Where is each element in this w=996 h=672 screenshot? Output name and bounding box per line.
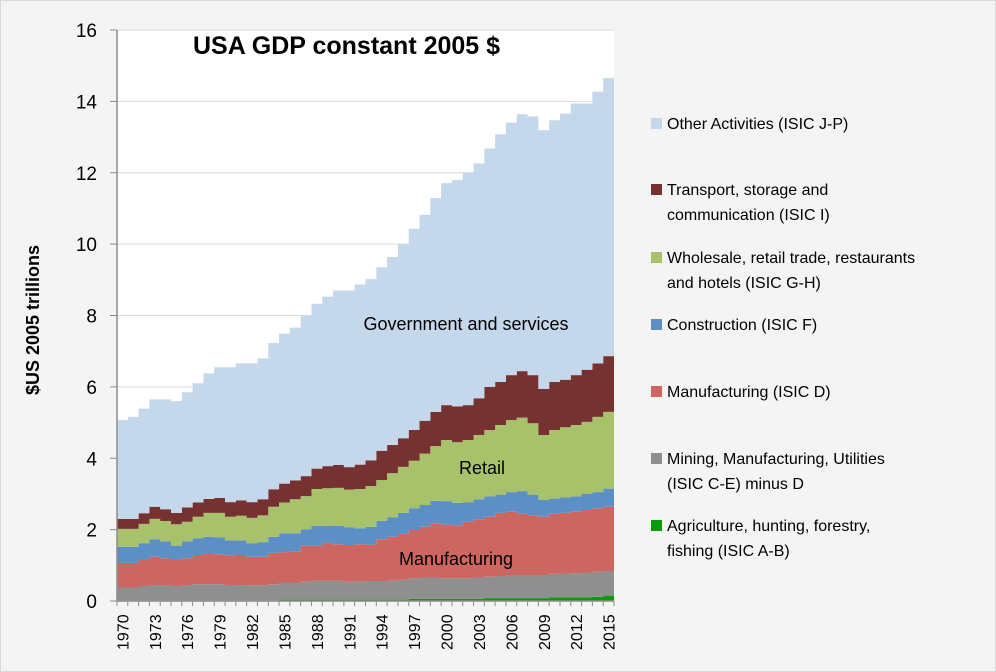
legend-label-line: Transport, storage and — [667, 182, 828, 199]
x-tick-label: 1970 — [115, 614, 132, 650]
legend-label-line: and hotels (ISIC G-H) — [667, 275, 821, 292]
x-tick-label: 2009 — [537, 614, 554, 650]
axes — [110, 29, 615, 606]
y-tick-label: 4 — [86, 449, 97, 470]
y-axis-label: $US 2005 trillions — [23, 245, 43, 395]
legend-label-line: Wholesale, retail trade, restaurants — [667, 250, 915, 267]
legend-label-line: fishing (ISIC A-B) — [667, 543, 790, 560]
legend-label-line: communication (ISIC I) — [667, 207, 830, 224]
x-tick-label: 1988 — [310, 614, 327, 650]
x-tick-labels: 1970 1973 1976 1979 1982 1985 1988 1991 1994 1997… — [115, 614, 618, 650]
x-tick-label: 1982 — [245, 614, 262, 650]
x-tick-label: 1997 — [407, 614, 424, 650]
y-tick-label: 10 — [76, 235, 97, 256]
legend-label: Mining, Manufacturing, Utilities (ISIC C-… — [667, 451, 885, 493]
y-tick-label: 0 — [86, 592, 97, 613]
y-tick-label: 12 — [76, 164, 97, 185]
area-series-5 — [117, 356, 614, 529]
annotation-retail: Retail — [459, 458, 505, 478]
y-tick-label: 14 — [76, 92, 98, 113]
legend-swatch — [651, 319, 662, 330]
area-series-0 — [117, 595, 614, 601]
legend-swatch — [651, 184, 662, 195]
annotation-government: Government and services — [363, 314, 568, 334]
x-tick-label: 1973 — [148, 614, 165, 650]
legend-swatch — [651, 386, 662, 397]
x-tick-label: 1976 — [180, 614, 197, 650]
legend-label-line: Construction (ISIC F) — [667, 317, 817, 334]
y-tick-labels: 0 2 4 6 8 10 12 14 16 — [76, 21, 98, 613]
x-tick-label: 1994 — [375, 614, 392, 650]
legend-swatch — [651, 453, 662, 464]
annotation-manufacturing: Manufacturing — [399, 549, 513, 569]
y-tick-label: 16 — [76, 21, 97, 42]
legend-label-line: Manufacturing (ISIC D) — [667, 384, 831, 401]
legend-label-line: (ISIC C-E) minus D — [667, 476, 804, 493]
legend-swatch — [651, 118, 662, 129]
chart-title: USA GDP constant 2005 $ — [193, 32, 500, 60]
legend-label-line: Agriculture, hunting, forestry, — [667, 518, 870, 535]
series-areas — [117, 78, 614, 601]
y-tick-label: 6 — [86, 378, 97, 399]
legend: Other Activities (ISIC J-P) Transport, st… — [651, 116, 915, 560]
legend-swatch — [651, 520, 662, 531]
area-series-3 — [117, 488, 614, 563]
area-series-1 — [117, 571, 614, 601]
x-tick-label: 2006 — [504, 614, 521, 650]
x-tick-label: 2012 — [569, 614, 586, 650]
area-series-6 — [117, 78, 614, 519]
legend-label-line: Other Activities (ISIC J-P) — [667, 116, 848, 133]
legend-label: Construction (ISIC F) — [667, 317, 817, 334]
x-tick-label: 2003 — [472, 614, 489, 650]
legend-label: Manufacturing (ISIC D) — [667, 384, 831, 401]
y-tick-label: 8 — [86, 307, 97, 328]
x-tick-label: 2015 — [602, 614, 619, 650]
legend-label: Agriculture, hunting, forestry, fishing (… — [667, 518, 870, 560]
legend-label: Wholesale, retail trade, restaurants and … — [667, 250, 915, 292]
x-tick-label: 1991 — [342, 614, 359, 650]
legend-swatch — [651, 252, 662, 263]
legend-label: Transport, storage and communication (ISI… — [667, 182, 830, 224]
y-tick-label: 2 — [86, 521, 97, 542]
x-tick-label: 1985 — [277, 614, 294, 650]
legend-label-line: Mining, Manufacturing, Utilities — [667, 451, 885, 468]
x-tick-label: 1979 — [213, 614, 230, 650]
area-series-2 — [117, 506, 614, 588]
area-series-4 — [117, 411, 614, 547]
legend-label: Other Activities (ISIC J-P) — [667, 116, 848, 133]
x-tick-label: 2000 — [440, 614, 457, 650]
